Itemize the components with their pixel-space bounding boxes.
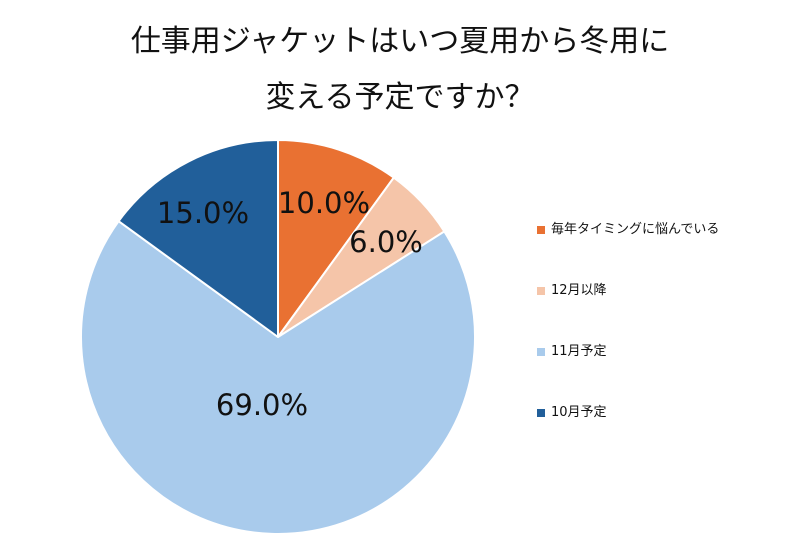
legend-item-1: 毎年タイミングに悩んでいる — [537, 215, 797, 276]
pie-data-labels: 10.0% 6.0% 69.0% 15.0% — [157, 186, 423, 422]
legend-item-4: 10月予定 — [537, 398, 797, 459]
legend-item-2: 12月以降 — [537, 276, 797, 337]
pie-slices — [80, 139, 476, 535]
legend-label-2: 12月以降 — [551, 283, 607, 298]
legend-label-4: 10月予定 — [551, 405, 607, 420]
legend-swatch-1 — [537, 226, 545, 234]
pie-slice-4 — [117, 139, 279, 338]
data-label-1: 10.0% — [278, 186, 370, 220]
pie-slice-3 — [80, 220, 476, 535]
legend-label-1: 毎年タイミングに悩んでいる — [551, 222, 720, 237]
data-label-4: 15.0% — [157, 196, 249, 230]
legend-swatch-3 — [537, 348, 545, 356]
data-label-2: 6.0% — [349, 225, 423, 259]
legend-swatch-4 — [537, 409, 545, 417]
chart-title-line-2: 変える予定ですか？ — [265, 80, 535, 115]
chart-title-line-1: 仕事用ジャケットはいつ夏用から冬用に — [130, 24, 670, 59]
pie-slice-1 — [277, 139, 395, 338]
legend-label-3: 11月予定 — [551, 344, 607, 359]
legend-swatch-2 — [537, 287, 545, 295]
legend: 毎年タイミングに悩んでいる 12月以降 11月予定 10月予定 — [537, 215, 797, 459]
data-label-3: 69.0% — [216, 388, 308, 422]
legend-item-3: 11月予定 — [537, 337, 797, 398]
